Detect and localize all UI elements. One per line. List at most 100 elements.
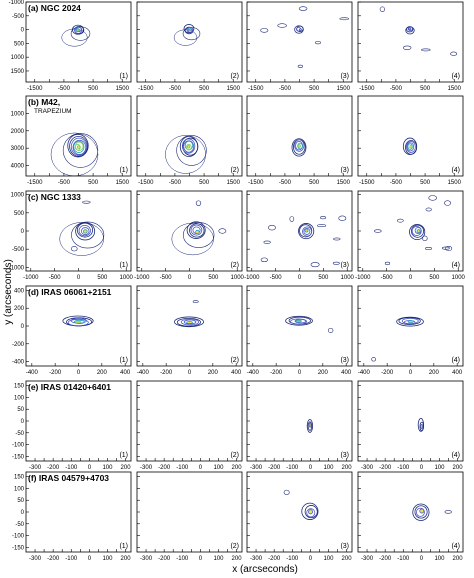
- contour-level: [78, 224, 91, 237]
- contour-plot: [173, 24, 201, 46]
- noise-contour: [283, 489, 290, 495]
- y-tick-label: -100: [12, 443, 25, 449]
- panel-c-4: -1000 -500 0 500 1000 (4): [355, 190, 466, 281]
- panel-number: (4): [451, 262, 460, 269]
- noise-contour: [371, 357, 376, 362]
- x-tick-label: -200: [158, 465, 171, 471]
- y-tick-label: 0: [21, 419, 25, 425]
- contour-level: [183, 319, 197, 325]
- y-tick-label: 150: [14, 384, 25, 390]
- x-tick-label: -200: [158, 556, 171, 562]
- noise-contour: [71, 246, 78, 252]
- x-tick-label: 0: [298, 275, 302, 281]
- contour-level: [414, 505, 428, 519]
- panel-number: (1): [119, 452, 128, 459]
- noise-contour: [263, 240, 271, 244]
- contour-level: [420, 423, 424, 430]
- y-tick-label: 0: [21, 510, 25, 516]
- contour-level: [298, 28, 302, 32]
- contour-level: [409, 223, 426, 241]
- panel-a-4: -1500 -500 500 1500 (4): [357, 1, 464, 92]
- contour-level: [73, 140, 85, 153]
- panel-f-4: -300 -200 -100 0 100 200 (4): [357, 471, 464, 562]
- contour-level: [303, 227, 311, 235]
- panel-a-3: -1500 -500 500 1500 (3): [246, 1, 353, 92]
- x-tick-label: -500: [270, 275, 283, 281]
- x-tick-label: -400: [247, 370, 260, 376]
- x-tick-label: 400: [231, 370, 242, 376]
- x-tick-label: 1500: [227, 180, 241, 186]
- x-tick-label: 400: [341, 370, 352, 376]
- panel-frame: [136, 471, 243, 553]
- x-tick-label: -1500: [359, 180, 375, 186]
- panel-a-2: -1500 -500 500 1500 (2): [136, 1, 243, 92]
- x-tick-label: -300: [361, 465, 374, 471]
- x-tick-label: 500: [420, 180, 431, 186]
- contour-level: [308, 509, 313, 515]
- x-tick-label: -100: [65, 556, 78, 562]
- panel-number: (3): [340, 452, 349, 459]
- x-tick-label: -500: [390, 180, 403, 186]
- y-tick-label: -150: [12, 545, 25, 551]
- x-tick-label: 0: [88, 465, 92, 471]
- contour-plot: [260, 6, 350, 68]
- contour-level: [181, 138, 196, 154]
- noise-contour: [379, 6, 385, 12]
- panel-number: (2): [230, 262, 239, 269]
- x-tick-label: 1500: [448, 86, 462, 92]
- x-tick-label: -1500: [27, 180, 43, 186]
- x-tick-label: -200: [381, 370, 394, 376]
- x-tick-label: -1000: [23, 275, 39, 281]
- panel-frame: [357, 471, 464, 553]
- contour-level: [76, 28, 80, 32]
- noise-contour: [384, 261, 391, 266]
- contour-plot: [402, 137, 418, 156]
- panel-frame: [357, 380, 464, 462]
- contour-level: [290, 318, 308, 325]
- noise-contour: [218, 228, 227, 234]
- noise-contour: [445, 245, 453, 252]
- x-tick-label: -500: [169, 180, 182, 186]
- contour-level: [410, 224, 425, 238]
- panel-frame: [357, 95, 464, 177]
- x-tick-label: -100: [397, 556, 410, 562]
- x-tick-label: 1500: [337, 86, 351, 92]
- panel-e-4: -300 -200 -100 0 100 200 (4): [357, 380, 464, 471]
- x-tick-label: 1500: [227, 86, 241, 92]
- x-tick-label: -200: [47, 465, 60, 471]
- x-tick-label: 500: [97, 275, 108, 281]
- contour-level: [308, 422, 312, 428]
- x-tick-label: -1000: [244, 275, 260, 281]
- x-tick-label: -1500: [248, 180, 264, 186]
- panel-number: (2): [230, 543, 239, 550]
- x-tick-label: -1500: [359, 86, 375, 92]
- extended-contour: [176, 135, 207, 166]
- x-tick-label: -100: [397, 465, 410, 471]
- x-tick-label: 0: [199, 556, 203, 562]
- panel-number: (3): [340, 543, 349, 550]
- panel-frame: [25, 471, 132, 553]
- contour-level: [407, 320, 414, 323]
- panel-b-4: -1500 -500 500 1500 (4): [357, 95, 464, 186]
- contour-plot: [50, 132, 99, 176]
- contour-level: [74, 319, 85, 324]
- x-tick-label: 200: [208, 370, 219, 376]
- x-tick-label: 200: [232, 465, 243, 471]
- y-tick-label: 0: [21, 229, 25, 235]
- contour-plot: [417, 417, 425, 432]
- panel-c-2: -1000 -500 0 500 1000 (2): [134, 190, 245, 281]
- contour-level: [186, 221, 206, 239]
- y-tick-label: -400: [12, 360, 25, 366]
- contour-level: [408, 27, 412, 31]
- panel-frame: [357, 1, 464, 83]
- x-tick-label: -100: [286, 556, 299, 562]
- contour-level: [297, 144, 301, 148]
- contour-plot: [306, 419, 314, 433]
- noise-contour: [320, 216, 327, 220]
- panel-frame: [25, 190, 132, 272]
- y-tick-label: -500: [12, 14, 25, 20]
- panel-b-2: -1500 -500 500 1500 (2): [136, 95, 243, 186]
- contour-level: [412, 503, 430, 521]
- x-tick-label: -200: [47, 556, 60, 562]
